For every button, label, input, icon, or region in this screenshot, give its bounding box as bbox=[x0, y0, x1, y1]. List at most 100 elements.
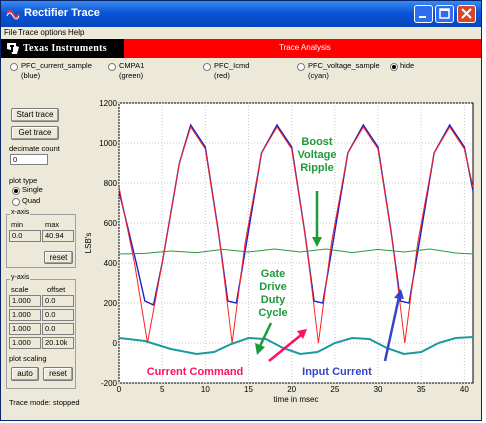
signal-label-pfc-icmd: PFC_Icmd bbox=[214, 61, 250, 70]
decimate-count-label: decimate count bbox=[9, 144, 60, 153]
minimize-icon bbox=[419, 16, 426, 18]
maximize-button[interactable] bbox=[435, 5, 454, 23]
menu-help[interactable]: Help bbox=[68, 28, 85, 37]
y-tick-label: 200 bbox=[104, 299, 118, 308]
signal-label-cmpa1: CMPA1 bbox=[119, 61, 145, 70]
app-icon bbox=[6, 10, 20, 20]
current-command-arrowhead bbox=[297, 329, 307, 339]
radio-plot-type-single[interactable] bbox=[12, 187, 20, 195]
y-offset-input-4[interactable]: 20.10k bbox=[42, 337, 74, 349]
minimize-button[interactable] bbox=[414, 5, 433, 23]
x-axis-reset-button[interactable]: reset bbox=[44, 251, 73, 264]
x-tick-label: 0 bbox=[117, 385, 122, 394]
y-axis-label: LSB's bbox=[84, 233, 93, 254]
plot-type-single-label: Single bbox=[22, 185, 43, 194]
current-command-annotation: Current Command bbox=[147, 366, 244, 378]
y-axis-group-title: y-axis bbox=[10, 274, 31, 281]
close-icon bbox=[461, 8, 472, 19]
x-tick-label: 35 bbox=[417, 385, 426, 394]
signal-color-blue: (blue) bbox=[21, 71, 41, 80]
y-scale-label: scale bbox=[11, 285, 29, 294]
x-tick-label: 5 bbox=[160, 385, 165, 394]
signal-color-green: (green) bbox=[119, 71, 144, 80]
y-tick-label: 600 bbox=[104, 219, 118, 228]
window-title: Rectifier Trace bbox=[24, 7, 100, 19]
maximize-icon bbox=[439, 8, 450, 19]
input-current-annotation: Input Current bbox=[302, 366, 372, 378]
x-tick-label: 20 bbox=[287, 385, 296, 394]
plot-type-label: plot type bbox=[9, 176, 38, 185]
menu-trace-options[interactable]: Trace options bbox=[18, 28, 67, 37]
x-axis-group-title: x-axis bbox=[10, 209, 31, 216]
y-offset-input-2[interactable]: 0.0 bbox=[42, 309, 74, 321]
boost-voltage-ripple-trace bbox=[118, 248, 474, 255]
current-command-arrow bbox=[268, 334, 302, 362]
y-tick-label: 1000 bbox=[99, 139, 117, 148]
signal-label-hide: hide bbox=[400, 61, 415, 70]
gate-drive-arrowhead bbox=[255, 343, 265, 355]
y-tick-label: 800 bbox=[104, 179, 118, 188]
radio-cmpa1[interactable] bbox=[108, 63, 116, 71]
trace-chart: 0 5 10 15 20 25 30 35 40-20002004006008001000120… bbox=[84, 99, 474, 404]
trace-mode-status: Trace mode: stopped bbox=[9, 398, 80, 407]
banner-title: Trace Analysis bbox=[279, 43, 331, 52]
x-min-input[interactable]: 0.0 bbox=[9, 230, 41, 242]
auto-scale-button[interactable]: auto bbox=[11, 367, 39, 381]
x-tick-label: 10 bbox=[201, 385, 210, 394]
title-bar[interactable]: Rectifier Trace bbox=[1, 1, 481, 27]
x-min-label: min bbox=[11, 220, 24, 229]
x-max-label: max bbox=[45, 220, 60, 229]
x-max-input[interactable]: 40.94 bbox=[42, 230, 74, 242]
radio-pfc-icmd[interactable] bbox=[203, 63, 211, 71]
radio-pfc-current-sample[interactable] bbox=[10, 63, 18, 71]
gate-drive-duty-cycle-annotation: Gate Drive Duty Cycle bbox=[258, 268, 287, 319]
radio-pfc-voltage-sample[interactable] bbox=[297, 63, 305, 71]
plot-area bbox=[118, 102, 474, 384]
current-command-trace bbox=[118, 125, 474, 344]
get-trace-button[interactable]: Get trace bbox=[11, 126, 59, 140]
decimate-count-input[interactable]: 0 bbox=[10, 154, 48, 165]
plot-scaling-label: plot scaling bbox=[9, 354, 47, 363]
x-tick-label: 30 bbox=[374, 385, 383, 394]
y-offset-label: offset bbox=[47, 285, 66, 294]
signal-label-pfc-voltage-sample: PFC_voltage_sample bbox=[308, 61, 380, 70]
plot-scaling-reset-button[interactable]: reset bbox=[43, 367, 73, 381]
boost-voltage-ripple-annotation: Boost Voltage Ripple bbox=[298, 136, 337, 174]
banner: Trace Analysis bbox=[124, 39, 481, 58]
gate-drive-duty-trace bbox=[118, 336, 474, 356]
x-axis-label: time in msec bbox=[274, 395, 319, 404]
y-scale-input-3[interactable]: 1.000 bbox=[9, 323, 41, 335]
y-offset-input-1[interactable]: 0.0 bbox=[42, 295, 74, 307]
input-current-arrow bbox=[383, 296, 401, 362]
y-scale-input-4[interactable]: 1.000 bbox=[9, 337, 41, 349]
ti-logo-icon bbox=[7, 43, 19, 54]
y-tick-label: 1200 bbox=[99, 99, 117, 108]
y-offset-input-3[interactable]: 0.0 bbox=[42, 323, 74, 335]
x-axis-group: x-axis bbox=[6, 209, 76, 268]
boost-ripple-arrowhead bbox=[312, 237, 322, 247]
x-tick-label: 15 bbox=[244, 385, 253, 394]
plot-type-quad-label: Quad bbox=[22, 196, 41, 205]
ti-logo-banner: Texas Instruments bbox=[1, 39, 124, 58]
y-tick-label: 0 bbox=[113, 339, 118, 348]
close-button[interactable] bbox=[457, 5, 476, 23]
menu-file[interactable]: File bbox=[4, 28, 17, 37]
gate-drive-arrow bbox=[258, 322, 273, 347]
y-axis-group: y-axis bbox=[6, 274, 76, 389]
ti-logo-text: Texas Instruments bbox=[23, 43, 107, 54]
y-scale-input-1[interactable]: 1.000 bbox=[9, 295, 41, 307]
x-tick-label: 40 bbox=[460, 385, 469, 394]
signal-color-red: (red) bbox=[214, 71, 230, 80]
x-tick-label: 25 bbox=[330, 385, 339, 394]
input-current-arrowhead bbox=[394, 289, 404, 299]
y-tick-label: 400 bbox=[104, 259, 118, 268]
start-trace-button[interactable]: Start trace bbox=[11, 108, 59, 122]
signal-label-pfc-current-sample: PFC_current_sample bbox=[21, 61, 92, 70]
y-tick-label: -200 bbox=[101, 379, 118, 388]
menu-bar: File Trace options Help bbox=[1, 27, 481, 39]
radio-hide[interactable] bbox=[390, 63, 398, 71]
y-scale-input-2[interactable]: 1.000 bbox=[9, 309, 41, 321]
signal-color-cyan: (cyan) bbox=[308, 71, 329, 80]
radio-plot-type-quad[interactable] bbox=[12, 198, 20, 206]
